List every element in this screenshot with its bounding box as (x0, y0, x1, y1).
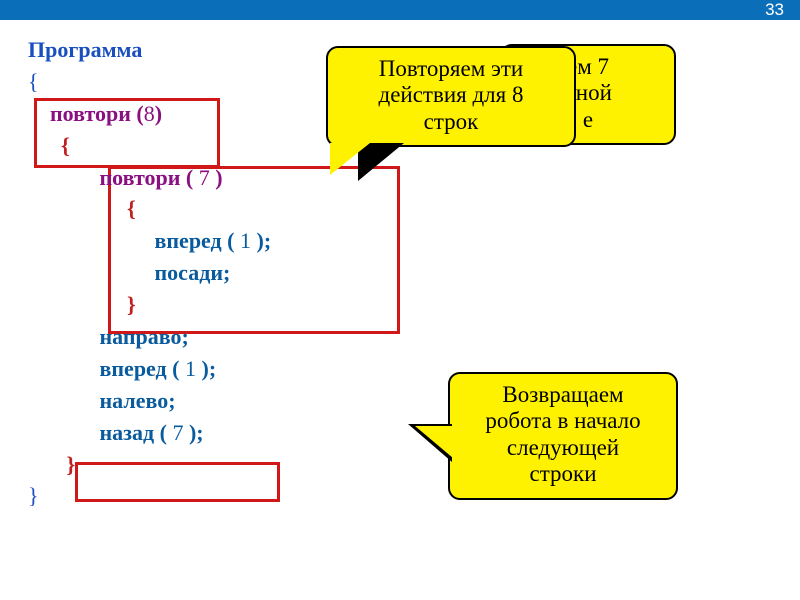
paren: ); (183, 420, 203, 445)
callout-tail-fill (330, 143, 370, 175)
indent (28, 388, 100, 413)
indent (28, 101, 50, 126)
indent (28, 324, 100, 349)
paren: ) (210, 165, 223, 190)
indent (28, 165, 100, 190)
cmd-left: налево; (100, 388, 176, 413)
arg-1b: 1 (185, 356, 196, 381)
arg-7: 7 (172, 420, 183, 445)
cmd-back: назад ( (100, 420, 173, 445)
callout-bottom-line1: Возвращаем (466, 382, 660, 408)
callout-front: Повторяем эти действия для 8 строк (326, 46, 576, 147)
kw-program: Программа (28, 37, 142, 62)
callout-front-line2: действия для 8 (344, 82, 558, 108)
callout-bottom-line2: робота в начало (466, 408, 660, 434)
num-7: 7 (199, 165, 210, 190)
paren: ); (251, 228, 271, 253)
top-bar: 33 (0, 0, 800, 20)
brace-close-inner: } (28, 292, 136, 317)
code-block: Программа { повтори (8) { повтори ( 7 ) … (28, 34, 271, 512)
kw-repeat-inner: повтори ( (100, 165, 199, 190)
paren: ); (196, 356, 216, 381)
brace-close-main: } (28, 483, 39, 508)
cmd-forward: вперед ( (155, 228, 241, 253)
callout-front-line3: строк (344, 109, 558, 135)
callout-front-line1: Повторяем эти (344, 56, 558, 82)
brace-open-outer: { (28, 133, 70, 158)
indent (28, 420, 100, 445)
slide-number: 33 (765, 0, 784, 20)
callout-bottom-line3: следующей (466, 435, 660, 461)
indent (28, 228, 155, 253)
callout-bottom: Возвращаем робота в начало следующей стр… (448, 372, 678, 500)
indent (28, 260, 155, 285)
brace-open-main: { (28, 69, 39, 94)
num-8: 8 (144, 101, 155, 126)
paren: ) (155, 101, 162, 126)
callout-bottom-line4: строки (466, 461, 660, 487)
brace-close-outer: } (28, 452, 75, 477)
indent (28, 356, 100, 381)
arg-1: 1 (240, 228, 251, 253)
brace-open-inner: { (28, 196, 136, 221)
cmd-right: направо; (100, 324, 189, 349)
kw-repeat-outer: повтори ( (50, 101, 144, 126)
cmd-forward-2: вперед ( (100, 356, 186, 381)
cmd-plant: посади; (155, 260, 231, 285)
callout-tail-fill (415, 426, 453, 458)
